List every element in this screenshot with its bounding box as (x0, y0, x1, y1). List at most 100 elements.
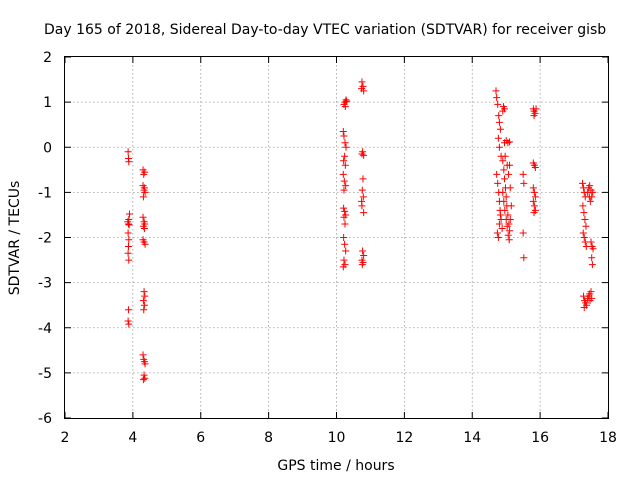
data-point (531, 193, 539, 201)
data-point (141, 188, 149, 196)
data-point (530, 202, 538, 210)
y-tick-label: -2 (38, 231, 52, 247)
data-point (341, 207, 349, 215)
data-point (496, 125, 504, 133)
data-point (505, 236, 513, 244)
data-point (582, 222, 590, 230)
data-point (506, 215, 514, 223)
y-tick-label: 0 (43, 140, 52, 156)
data-point (502, 193, 510, 201)
data-point (139, 213, 147, 221)
data-point (493, 170, 501, 178)
y-axis-label: SDTVAR / TECUs (7, 181, 23, 296)
data-point (342, 182, 350, 190)
data-point (500, 166, 508, 174)
x-tick-label: 18 (599, 430, 617, 446)
data-point (586, 197, 594, 205)
data-point (140, 355, 148, 363)
data-point (141, 292, 149, 300)
data-point (139, 351, 147, 359)
data-point (125, 320, 133, 328)
data-point (493, 229, 501, 237)
data-point (124, 249, 132, 257)
data-point (507, 202, 515, 210)
data-point (141, 168, 149, 176)
data-point (140, 306, 148, 314)
data-point (358, 78, 366, 86)
data-point (520, 179, 528, 187)
data-point (124, 317, 132, 325)
data-point (340, 213, 348, 221)
data-point (586, 182, 594, 190)
data-point (589, 188, 597, 196)
data-point (506, 161, 514, 169)
data-point (495, 112, 503, 120)
data-point (343, 97, 351, 105)
data-point (360, 209, 368, 217)
data-point (588, 294, 596, 302)
data-point (520, 254, 528, 262)
data-point (341, 220, 349, 228)
data-point (140, 224, 148, 232)
data-point (579, 202, 587, 210)
chart-title: Day 165 of 2018, Sidereal Day-to-day VTE… (44, 22, 606, 38)
data-point (359, 193, 367, 201)
data-point (339, 263, 347, 271)
data-point (341, 161, 349, 169)
y-tick-label: -4 (38, 321, 52, 337)
data-point (341, 103, 349, 111)
data-point (589, 245, 597, 253)
data-point (342, 247, 350, 255)
data-point (504, 231, 512, 239)
data-point (530, 188, 538, 196)
data-point (125, 158, 133, 166)
data-point (504, 211, 512, 219)
data-point (579, 229, 587, 237)
data-point (588, 193, 596, 201)
data-point (494, 179, 502, 187)
y-tick-label: -6 (38, 411, 52, 427)
data-point (124, 306, 132, 314)
data-point (358, 85, 366, 93)
data-point (506, 138, 514, 146)
data-point (140, 371, 148, 379)
data-point (588, 254, 596, 262)
data-point (503, 222, 511, 230)
data-points (124, 78, 597, 384)
data-point (495, 220, 503, 228)
data-point (501, 152, 509, 160)
y-tick-label: 1 (43, 95, 52, 111)
data-point (506, 184, 514, 192)
data-point (140, 301, 148, 309)
data-point (580, 303, 588, 311)
grid (65, 57, 608, 418)
data-point (340, 234, 348, 241)
data-point (587, 288, 595, 296)
data-point (494, 100, 502, 108)
data-point (501, 206, 509, 214)
data-point (500, 175, 508, 183)
data-point (340, 204, 348, 212)
data-point (494, 234, 502, 241)
data-point (125, 210, 133, 218)
data-point (493, 94, 501, 102)
data-point (580, 209, 588, 217)
data-point (530, 209, 538, 217)
data-point (506, 227, 514, 235)
x-tick-label: 12 (395, 430, 413, 446)
data-point (340, 256, 348, 264)
data-point (358, 261, 366, 269)
data-point (358, 197, 366, 205)
data-point (140, 184, 148, 192)
data-point (141, 240, 149, 248)
data-point (124, 148, 132, 156)
data-point (342, 96, 350, 104)
x-tick-label: 8 (264, 430, 273, 446)
y-tick-label: 2 (43, 50, 52, 66)
data-point (579, 179, 587, 187)
data-point (341, 152, 349, 160)
x-axis-label: GPS time / hours (277, 458, 394, 474)
x-tick-label: 6 (196, 430, 205, 446)
data-point (495, 118, 503, 126)
data-point (340, 186, 348, 194)
